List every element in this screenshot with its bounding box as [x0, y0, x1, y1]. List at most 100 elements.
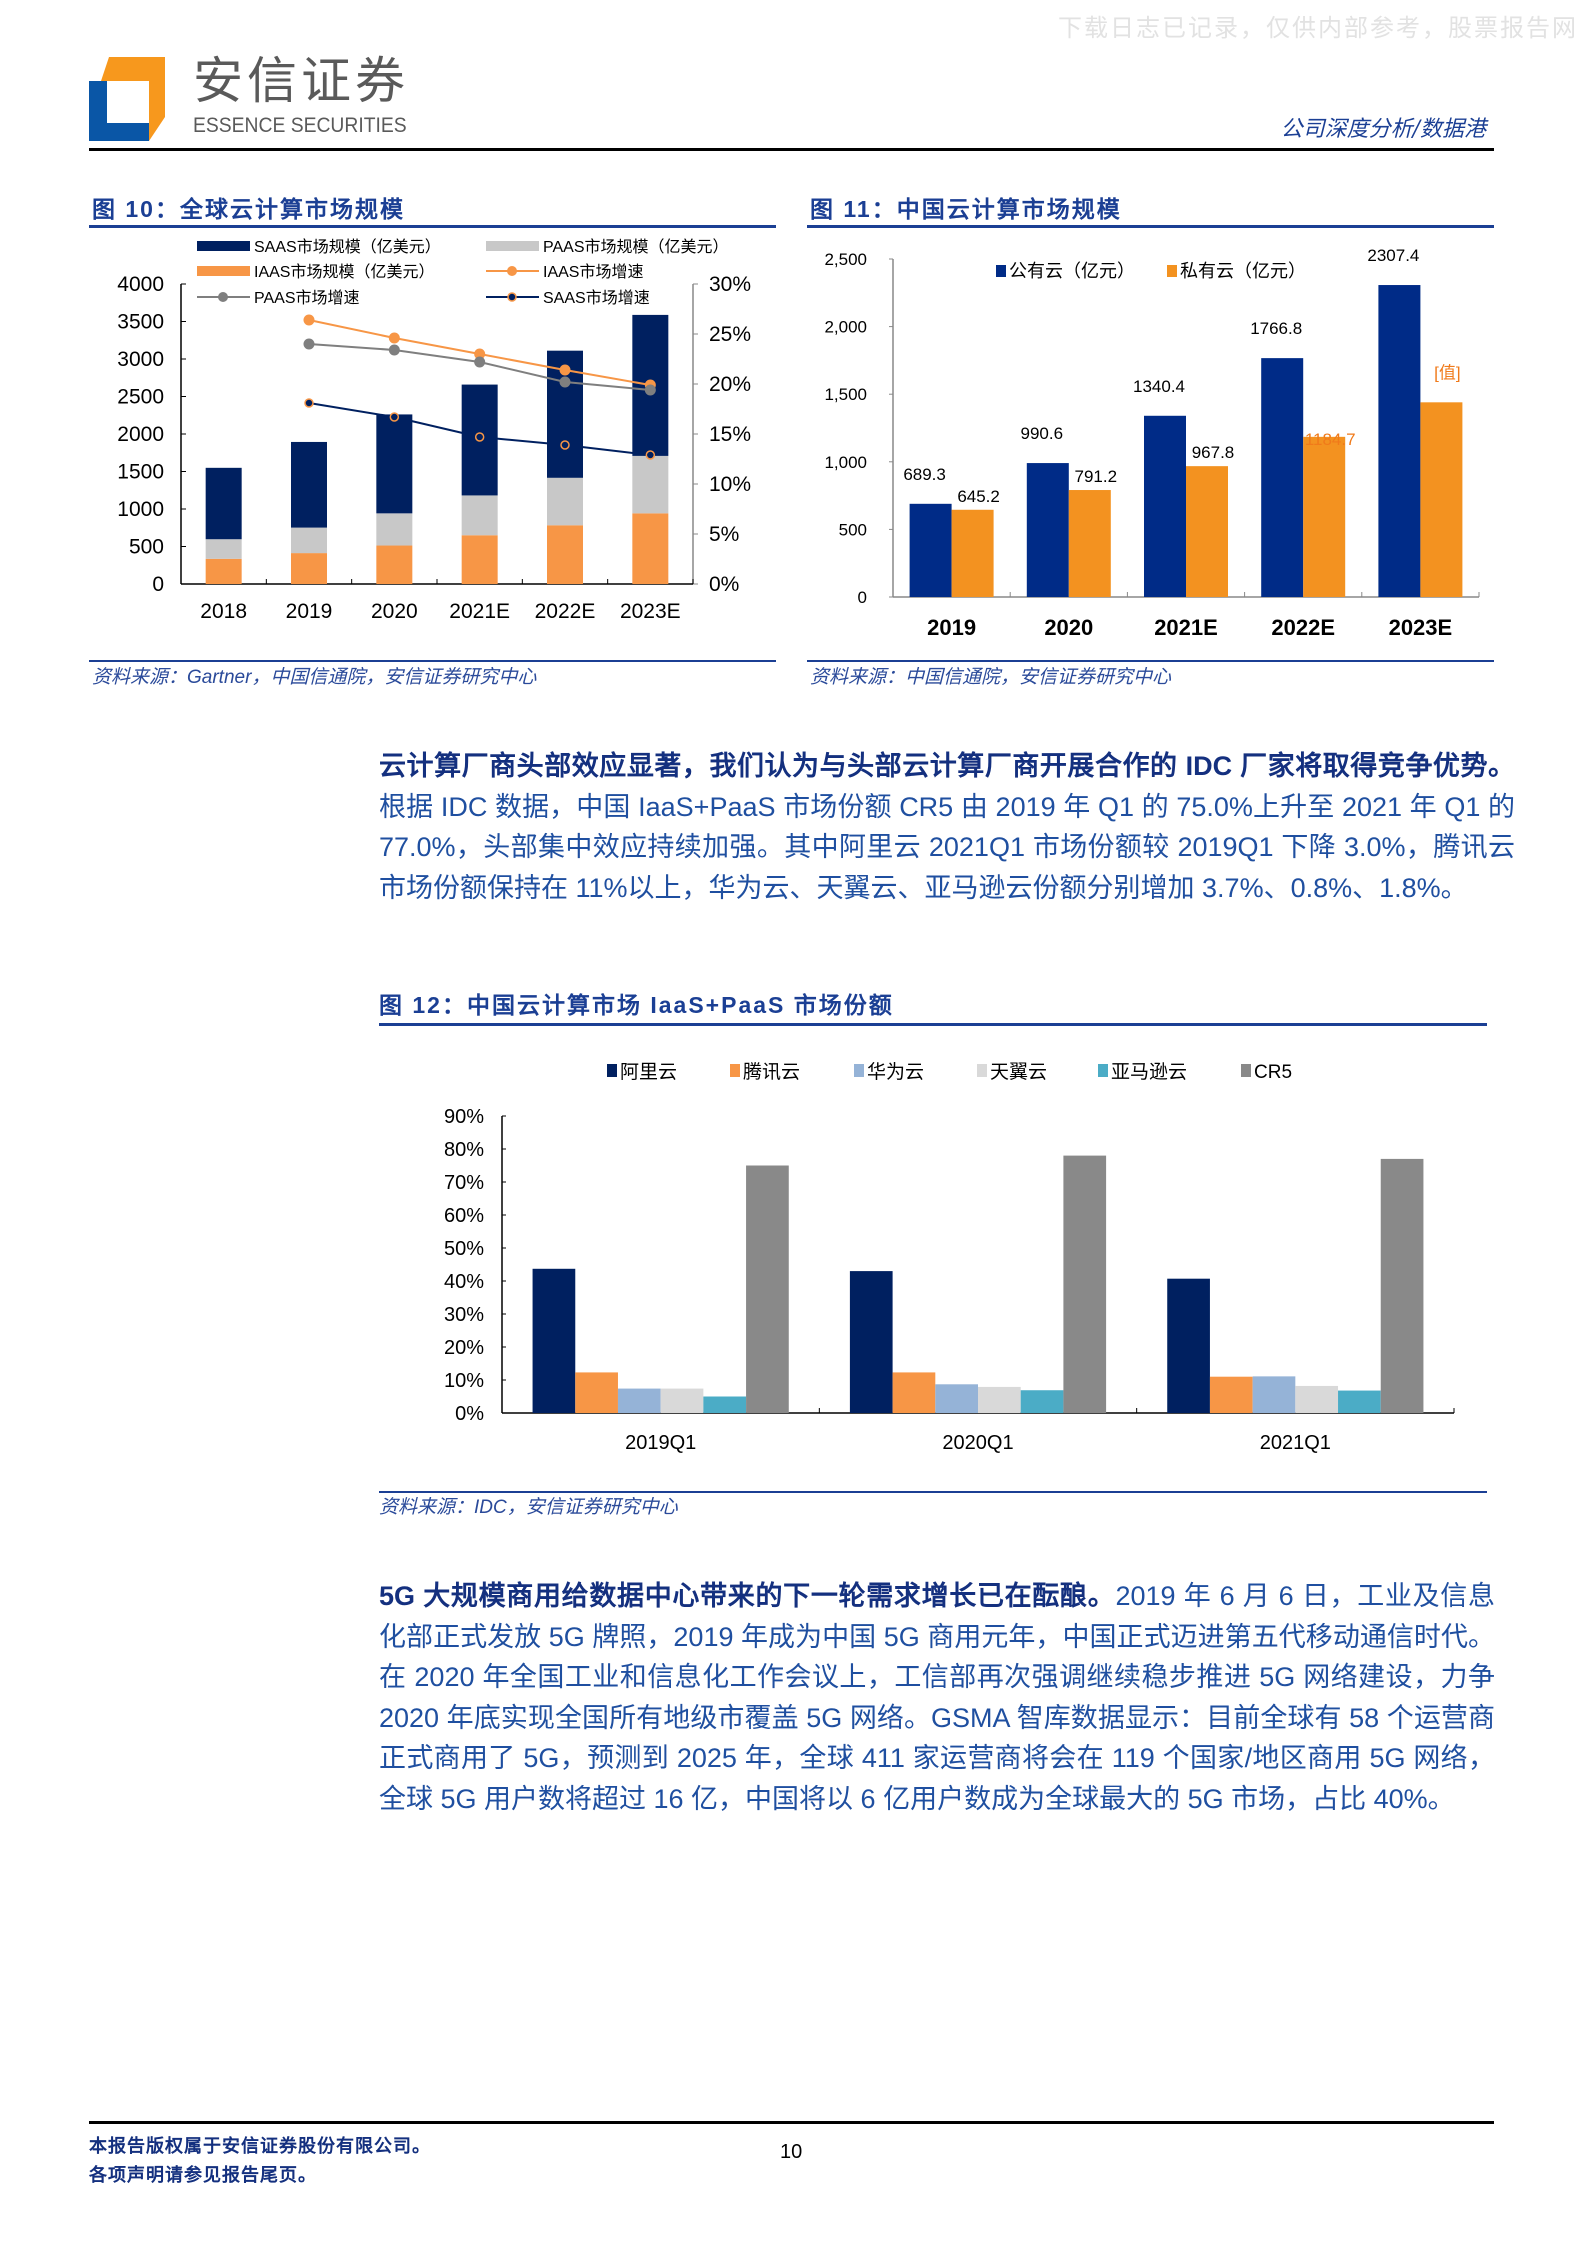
growth-point: [389, 412, 400, 422]
data-label: 1340.4: [1133, 377, 1185, 396]
paragraph2-body: 2019 年 6 月 6 日，工业及信息化部正式发放 5G 牌照，2019 年成…: [379, 1581, 1495, 1814]
x-tick-label: 2022E: [535, 600, 596, 623]
bar: [1144, 415, 1186, 597]
watermark: 下载日志已记录，仅供内部参考，股票报告网: [1058, 14, 1578, 42]
y-tick-label: 1,000: [824, 453, 867, 472]
figure12-title-rule: [379, 1023, 1487, 1026]
bar: [1209, 1376, 1253, 1413]
legend-swatch: [854, 1064, 864, 1077]
iaas-paas-share-chart: 0% 10% 20% 30% 40% 50% 60% 70% 80% 90% 2019Q1 2020Q…: [444, 1061, 1455, 1454]
paragraph-5g: 5G 大规模商用给数据中心带来的下一轮需求增长已在酝酿。2019 年 6 月 6…: [379, 1576, 1495, 1819]
bar: [1020, 1390, 1064, 1413]
bar-segment: [376, 513, 413, 546]
legend-label: 华为云: [867, 1061, 924, 1083]
legend-label: 亚马逊云: [1111, 1061, 1187, 1083]
x-tick-label: 2019Q1: [625, 1432, 696, 1454]
y-tick-label: 30%: [444, 1304, 484, 1326]
legend-swatch: [486, 241, 539, 251]
paragraph2-lead: 5G 大规模商用给数据中心带来的下一轮需求增长已在酝酿。: [379, 1581, 1116, 1611]
paragraph-cloud-concentration: 云计算厂商头部效应显著，我们认为与头部云计算厂商开展合作的 IDC 厂家将取得竞…: [379, 746, 1515, 908]
bar: [951, 509, 994, 597]
bar: [1026, 463, 1069, 597]
bar-segment: [632, 513, 669, 584]
y2-tick-label: 5%: [709, 523, 739, 546]
legend-marker: [218, 292, 228, 302]
growth-point: [645, 450, 656, 460]
y-tick-label: 3000: [117, 348, 164, 371]
y2-tick-label: 10%: [709, 473, 751, 496]
bar: [909, 503, 952, 597]
y-tick-label: 500: [129, 536, 164, 559]
x-tick-label: 2021E: [449, 600, 510, 623]
legend-label: 公有云（亿元）: [1009, 261, 1135, 281]
x-tick-label: 2021E: [1154, 615, 1218, 640]
y-tick-label: 3500: [117, 311, 164, 334]
bar: [746, 1165, 789, 1413]
footer-rule: [89, 2121, 1494, 2124]
figure11-source: 资料来源：中国信通院，安信证券研究中心: [810, 667, 1172, 688]
growth-point: [559, 364, 571, 376]
bar-segment: [291, 441, 327, 528]
data-label: 1766.8: [1250, 319, 1302, 338]
growth-point: [303, 314, 315, 326]
bar: [892, 1372, 936, 1413]
legend-swatch: [1167, 265, 1177, 277]
bar: [1295, 1385, 1339, 1413]
y-tick-label: 60%: [444, 1205, 484, 1227]
bar: [1252, 1376, 1296, 1413]
data-label: 791.2: [1075, 467, 1118, 486]
bar-segment: [291, 553, 327, 584]
y-tick-label: 0: [858, 588, 867, 607]
x-tick-label: 2023E: [1389, 615, 1453, 640]
legend-swatch: [730, 1064, 740, 1077]
china-cloud-market-chart: 0 500 1,000 1,500 2,000 2,500 2019 689.3 645.2 20…: [824, 246, 1480, 640]
legend-swatch: [607, 1064, 617, 1077]
data-label: 645.2: [957, 487, 1000, 506]
growth-point: [644, 384, 656, 396]
legend-label: SAAS市场规模（亿美元）: [254, 238, 441, 256]
legend-label: IAAS市场规模（亿美元）: [254, 263, 434, 281]
legend-swatch: [197, 266, 250, 276]
logo-orange-shape: [101, 57, 165, 141]
bar: [1167, 1278, 1210, 1413]
legend-label: CR5: [1254, 1062, 1292, 1083]
bar: [849, 1271, 893, 1413]
legend-swatch: [977, 1064, 987, 1077]
bar-segment: [547, 477, 583, 526]
y-tick-label: 2000: [117, 423, 164, 446]
legend-swatch: [1098, 1064, 1108, 1077]
legend-label: SAAS市场增速: [543, 289, 650, 307]
legend-label: 腾讯云: [743, 1061, 800, 1083]
y2-tick-label: 25%: [709, 323, 751, 346]
legend-label: IAAS市场增速: [543, 263, 643, 281]
figure12-source: 资料来源：IDC，安信证券研究中心: [379, 1497, 678, 1518]
footer-disclaimer: 各项声明请参见报告尾页。: [89, 2165, 317, 2185]
paragraph1-lead: 云计算厂商头部效应显著，我们认为与头部云计算厂商开展合作的 IDC 厂家将取得竞…: [379, 751, 1515, 781]
legend-label: 私有云（亿元）: [1180, 261, 1306, 281]
growth-point: [474, 348, 486, 360]
x-tick-label: 2019: [927, 615, 976, 640]
x-tick-label: 2019: [286, 600, 333, 623]
y-tick-label: 1500: [117, 461, 164, 484]
x-tick-label: 2020Q1: [942, 1432, 1013, 1454]
y2-tick-label: 30%: [709, 273, 751, 296]
y-tick-label: 70%: [444, 1172, 484, 1194]
bar: [1380, 1158, 1424, 1413]
paragraph1-body: 根据 IDC 数据，中国 IaaS+PaaS 市场份额 CR5 由 2019 年…: [379, 791, 1515, 903]
y-tick-label: 0: [152, 573, 164, 596]
figure12-title: 图 12：中国云计算市场 IaaS+PaaS 市场份额: [379, 992, 894, 1018]
bar-segment: [632, 455, 669, 514]
bar-segment: [376, 414, 413, 514]
global-cloud-market-chart: 0 500 1000 1500 2000 2500 3000 3500 4000 0% 5% 10% 1…: [117, 238, 751, 623]
x-tick-label: 2022E: [1271, 615, 1335, 640]
data-label: 689.3: [903, 465, 946, 484]
x-tick-label: 2020: [1044, 615, 1093, 640]
y-tick-label: 50%: [444, 1238, 484, 1260]
figure10-title: 图 10：全球云计算市场规模: [92, 196, 405, 222]
bar-segment: [547, 525, 583, 584]
growth-point: [304, 398, 314, 408]
figure10-source: 资料来源：Gartner，中国信通院，安信证券研究中心: [92, 667, 537, 688]
figure10-title-rule: [89, 225, 776, 228]
data-label: 967.8: [1192, 443, 1235, 462]
